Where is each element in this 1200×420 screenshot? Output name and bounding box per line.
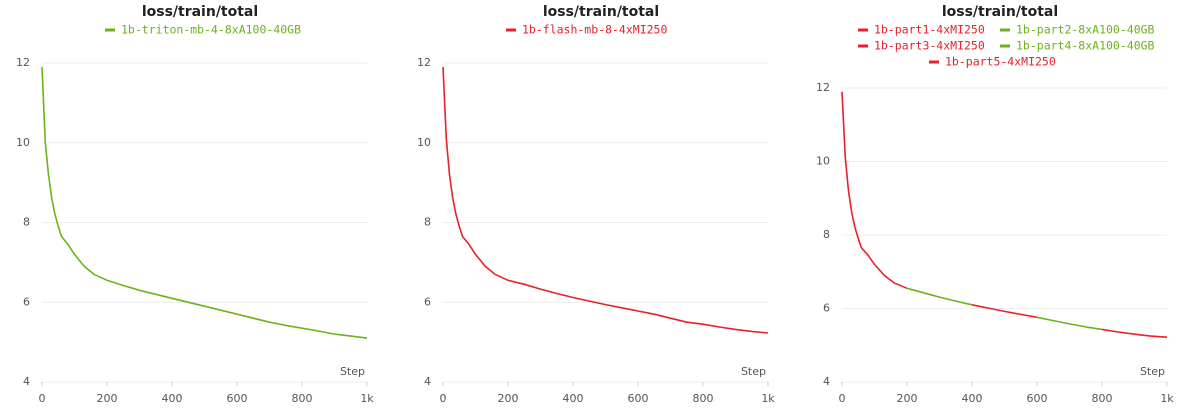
loss-line	[1101, 328, 1168, 338]
x-tick-label: 600	[628, 392, 649, 405]
x-axis-label: Step	[340, 365, 365, 378]
loss-line	[906, 287, 973, 306]
x-tick-label: 800	[292, 392, 313, 405]
x-tick-label: 200	[97, 392, 118, 405]
x-tick-label: 1k	[761, 392, 775, 405]
chart-title: loss/train/total	[142, 4, 258, 20]
y-tick-label: 12	[816, 81, 830, 94]
x-tick-label: 400	[563, 392, 584, 405]
y-tick-label: 4	[23, 375, 30, 388]
x-tick-label: 200	[498, 392, 519, 405]
loss-line	[442, 66, 769, 334]
x-tick-label: 0	[39, 392, 46, 405]
y-tick-label: 10	[417, 136, 431, 149]
x-tick-label: 0	[440, 392, 447, 405]
chart-title: loss/train/total	[942, 4, 1058, 20]
loss-line	[841, 91, 908, 290]
legend-label: 1b-part5-4xMI250	[945, 55, 1056, 69]
legend-label: 1b-flash-mb-8-4xMI250	[522, 23, 667, 37]
y-tick-label: 8	[823, 228, 830, 241]
y-tick-label: 4	[424, 375, 431, 388]
legend-label: 1b-part2-8xA100-40GB	[1016, 23, 1155, 37]
x-tick-label: 400	[162, 392, 183, 405]
x-tick-label: 600	[1027, 392, 1048, 405]
x-tick-label: 1k	[360, 392, 374, 405]
y-tick-label: 6	[823, 302, 830, 315]
x-tick-label: 600	[227, 392, 248, 405]
y-tick-label: 8	[424, 216, 431, 229]
y-tick-label: 12	[417, 56, 431, 69]
x-tick-label: 400	[962, 392, 983, 405]
legend-label: 1b-triton-mb-4-8xA100-40GB	[121, 23, 301, 37]
loss-line	[41, 66, 368, 339]
y-tick-label: 12	[16, 56, 30, 69]
x-axis-label: Step	[741, 365, 766, 378]
x-tick-label: 800	[693, 392, 714, 405]
y-tick-label: 10	[16, 136, 30, 149]
legend-label: 1b-part1-4xMI250	[874, 23, 985, 37]
legend-label: 1b-part4-8xA100-40GB	[1016, 39, 1155, 53]
y-tick-label: 8	[23, 216, 30, 229]
x-tick-label: 0	[839, 392, 846, 405]
y-tick-label: 6	[424, 295, 431, 308]
x-tick-label: 200	[897, 392, 918, 405]
loss-line	[971, 304, 1038, 319]
x-tick-label: 1k	[1160, 392, 1174, 405]
y-tick-label: 10	[816, 155, 830, 168]
chart-title: loss/train/total	[543, 4, 659, 20]
legend-label: 1b-part3-4xMI250	[874, 39, 985, 53]
y-tick-label: 6	[23, 295, 30, 308]
loss-line	[1036, 316, 1103, 331]
x-axis-label: Step	[1140, 365, 1165, 378]
y-tick-label: 4	[823, 375, 830, 388]
x-tick-label: 800	[1092, 392, 1113, 405]
